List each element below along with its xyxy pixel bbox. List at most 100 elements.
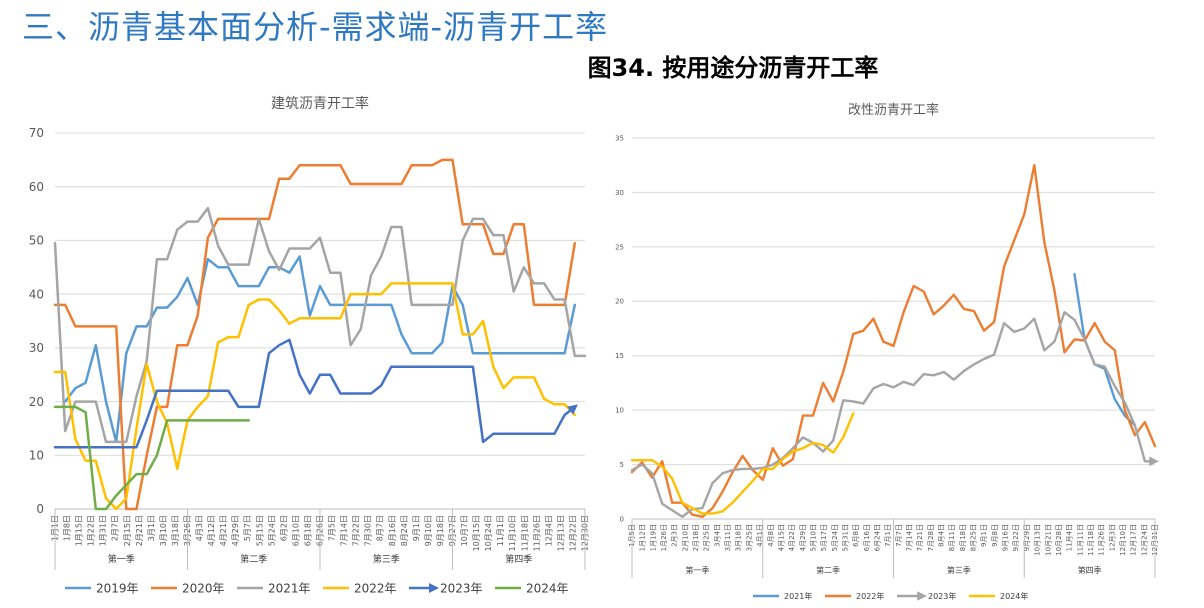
x-tick-label: 8月11日 — [948, 524, 956, 551]
x-tick-label: 8月25日 — [970, 524, 978, 551]
legend-label: 2024年 — [526, 582, 569, 596]
x-tick-label: 5月31日 — [841, 524, 849, 551]
chart-title: 建筑沥青开工率 — [271, 95, 369, 112]
series-line-2020年 — [53, 158, 577, 511]
y-tick-label: 40 — [29, 287, 44, 301]
x-tick-label: 6月24日 — [873, 524, 881, 551]
legend-label: 2019年 — [96, 582, 139, 596]
series-line-2024年 — [53, 405, 250, 511]
x-tick-label: 10月13日 — [1034, 524, 1042, 556]
x-tick-label: 1月26日 — [660, 524, 668, 551]
x-tick-label: 4月21日 — [219, 515, 228, 546]
x-tick-label: 11月18日 — [1087, 524, 1095, 556]
x-tick-label: 8月16日 — [388, 515, 397, 546]
x-group-label: 第一季 — [108, 553, 135, 565]
x-tick-label: 3月1日 — [147, 515, 156, 541]
x-tick-label: 12月3日 — [1108, 524, 1116, 551]
x-tick-label: 4月8日 — [767, 524, 775, 547]
x-tick-label: 7月21日 — [916, 524, 924, 551]
x-tick-label: 7月22日 — [352, 515, 361, 546]
legend-label: 2021年 — [784, 591, 812, 601]
legend-label: 2024年 — [1000, 591, 1028, 601]
y-tick-label: 35 — [615, 134, 624, 142]
x-group-label: 第一季 — [685, 565, 709, 575]
x-tick-label: 7月7日 — [895, 524, 903, 547]
x-tick-label: 12月10日 — [1119, 524, 1127, 556]
figure-title: 图34. 按用途分沥青开工率 — [587, 54, 879, 82]
x-tick-label: 4月29日 — [799, 524, 807, 551]
x-tick-label: 2月10日 — [681, 524, 689, 551]
x-tick-label: 3月11日 — [724, 524, 732, 551]
y-tick-label: 20 — [615, 298, 624, 306]
x-tick-label: 9月16日 — [1002, 524, 1010, 551]
y-tick-label: 30 — [29, 341, 44, 355]
x-tick-label: 11月4日 — [1066, 524, 1074, 551]
x-tick-label: 1月19日 — [649, 524, 657, 551]
x-tick-label: 11月11日 — [1076, 524, 1084, 556]
y-tick-label: 70 — [29, 126, 44, 140]
x-group-label: 第二季 — [240, 553, 267, 565]
x-tick-label: 5月17日 — [820, 524, 828, 551]
x-tick-label: 8月18日 — [959, 524, 967, 551]
x-tick-label: 6月18日 — [303, 515, 312, 546]
x-tick-label: 7月14日 — [340, 515, 349, 546]
x-tick-label: 2月18日 — [692, 524, 700, 551]
x-tick-label: 10月15日 — [472, 515, 481, 551]
x-tick-label: 2月7日 — [111, 515, 120, 541]
x-tick-label: 8月7日 — [376, 515, 385, 541]
y-tick-label: 50 — [29, 234, 44, 248]
y-tick-label: 25 — [615, 243, 624, 251]
x-tick-label: 4月12日 — [207, 515, 216, 546]
y-tick-label: 10 — [615, 407, 624, 415]
x-tick-label: 2月21日 — [135, 515, 144, 546]
x-tick-label: 9月18日 — [436, 515, 445, 546]
chart-title: 改性沥青开工率 — [848, 102, 939, 118]
series-line-2021年 — [53, 206, 587, 444]
x-tick-label: 3月18日 — [735, 524, 743, 551]
y-tick-label: 60 — [29, 180, 44, 194]
x-tick-label: 3月4日 — [713, 524, 721, 547]
x-tick-label: 6月10日 — [291, 515, 300, 546]
x-tick-label: 11月26日 — [532, 515, 541, 551]
legend-label: 2023年 — [440, 582, 483, 596]
x-tick-label: 5月24日 — [831, 524, 839, 551]
x-group-label: 第三季 — [373, 553, 400, 565]
x-tick-label: 9月1日 — [980, 524, 988, 547]
x-tick-label: 9月29日 — [1023, 524, 1031, 551]
x-tick-label: 4月3日 — [195, 515, 204, 541]
y-tick-label: 0 — [36, 502, 44, 516]
y-tick-label: 15 — [615, 352, 624, 360]
x-tick-label: 9月1日 — [412, 515, 421, 541]
x-tick-label: 11月10日 — [508, 515, 517, 551]
series-line-2022年 — [630, 163, 1157, 518]
x-tick-label: 5月10日 — [809, 524, 817, 551]
y-tick-label: 30 — [615, 189, 624, 197]
x-group-label: 第三季 — [947, 565, 971, 575]
x-tick-label: 12月4日 — [544, 515, 553, 546]
x-tick-label: 11月18日 — [520, 515, 529, 551]
x-tick-label: 7月14日 — [906, 524, 914, 551]
x-tick-label: 8月4日 — [938, 524, 946, 547]
series-line-2024年 — [630, 412, 855, 515]
x-tick-label: 4月29日 — [231, 515, 240, 546]
x-tick-label: 1月8日 — [63, 515, 72, 541]
x-tick-label: 12月13日 — [556, 515, 565, 551]
x-tick-label: 7月5日 — [328, 515, 337, 541]
x-tick-label: 1月15日 — [75, 515, 84, 546]
y-tick-label: 20 — [29, 395, 44, 409]
legend-label: 2020年 — [182, 582, 225, 596]
series-line-2023年 — [630, 311, 1159, 518]
x-tick-label: 2月3日 — [671, 524, 679, 547]
x-tick-label: 5月15日 — [255, 515, 264, 546]
x-tick-label: 10月28日 — [1055, 524, 1063, 556]
x-tick-label: 10月24日 — [484, 515, 493, 551]
x-tick-label: 3月18日 — [171, 515, 180, 546]
x-tick-label: 4月15日 — [777, 524, 785, 551]
x-group-label: 第四季 — [1078, 565, 1102, 575]
x-tick-label: 5月7日 — [243, 515, 252, 541]
x-tick-label: 8月24日 — [400, 515, 409, 546]
x-tick-label: 7月30日 — [364, 515, 373, 546]
x-tick-label: 9月10日 — [424, 515, 433, 546]
